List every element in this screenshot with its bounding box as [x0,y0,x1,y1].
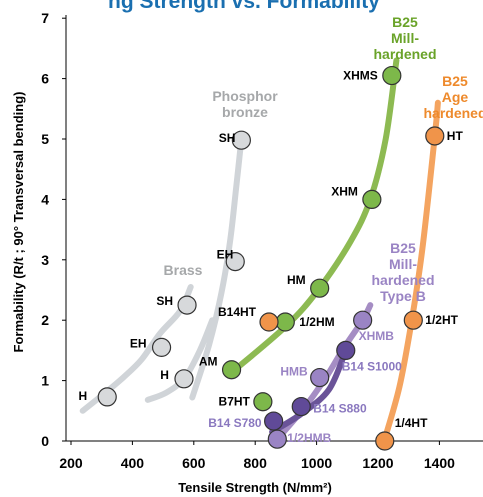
series-name-label: Age [442,89,469,105]
data-point [310,367,330,388]
point-label: B14 S1000 [342,359,402,373]
data-point [362,189,382,209]
data-point [425,126,445,146]
point-label: HMB [280,365,308,379]
series-name-label: bronze [222,104,268,120]
x-tick-label: 800 [244,455,268,471]
point-label: XHM [331,184,358,198]
series-name-label: Phosphor [212,88,278,104]
data-point [174,369,194,389]
point-label: B14 S880 [313,402,367,416]
y-tick-label: 5 [41,131,49,147]
data-point [291,396,311,417]
data-point [177,295,197,315]
axes: 0 1 2 3 4 5 6 7 200 400 600 800 1000 1200 1400 [41,10,483,471]
x-tick-label: 600 [182,455,206,471]
series-name-label: B25 [392,14,418,30]
data-point [151,337,172,357]
data-point [221,360,242,380]
data-point [336,340,356,360]
point-label: XHMB [359,329,395,343]
point-label: H [160,368,169,382]
series-name-label: hardened [423,105,483,121]
y-tick-label: 2 [41,312,49,328]
x-tick-label: 400 [121,455,145,471]
y-tick-label: 0 [41,433,49,449]
series-curve [189,136,245,401]
series-name-label: B25 [390,240,416,256]
point-label: EH [217,248,234,262]
series-name-label: Type B [380,288,426,304]
series-name-label: hardened [371,272,434,288]
data-point [267,429,287,449]
y-tick-label: 1 [41,373,49,389]
point-label: B7HT [219,395,251,409]
y-tick-label: 7 [41,10,49,26]
series-name-label: B25 [442,73,468,89]
data-point [231,130,251,150]
data-point [403,310,423,330]
point-label: 1/2HMB [287,431,331,445]
chart-title: ng Strength vs. Formability [108,0,380,13]
data-point [264,411,284,431]
point-label: 1/2HM [299,315,334,329]
point-label: XHMS [343,69,378,83]
data-point [382,65,402,86]
series-name-label: Mill- [391,30,419,46]
series-name-label: hardened [373,46,436,62]
y-tick-label: 3 [41,252,49,268]
data-point [97,387,117,407]
data-point [275,312,295,332]
point-label: B14 S780 [208,416,262,430]
point-label: HM [287,273,306,287]
point-label: SH [156,294,173,308]
series-curve [269,347,349,435]
data-point [259,312,279,332]
x-axis-label: Tensile Strength (N/mm²) [178,480,332,495]
data-point [225,252,245,272]
data-point [353,310,373,330]
x-tick-label: 1400 [424,455,455,471]
y-tick-label: 6 [41,71,49,87]
x-tick-label: 1200 [362,455,393,471]
labels: EH SH H H EH SH AM 1/2HM HM XHM XHMS 1/4HT 1/2HT HT 1/… [79,14,483,445]
x-tick-label: 1000 [301,455,332,471]
x-tick-label: 200 [59,455,83,471]
point-label: 1/2HT [425,313,458,327]
point-label: H [79,389,88,403]
point-label: HT [447,129,464,143]
data-point [375,431,395,451]
series-name-label: Brass [164,262,203,278]
point-label: B14HT [218,305,257,319]
point-label: AM [199,355,218,369]
data-point [253,392,273,412]
point-label: SH [219,131,236,145]
markers [97,65,445,451]
y-tick-label: 4 [41,191,49,207]
point-label: EH [130,336,147,350]
data-point [310,278,330,298]
series-name-label: Mill- [389,256,417,272]
y-axis-label: Formability (R/t ; 90° Transversal bendi… [11,92,26,353]
point-label: 1/4HT [395,416,428,430]
